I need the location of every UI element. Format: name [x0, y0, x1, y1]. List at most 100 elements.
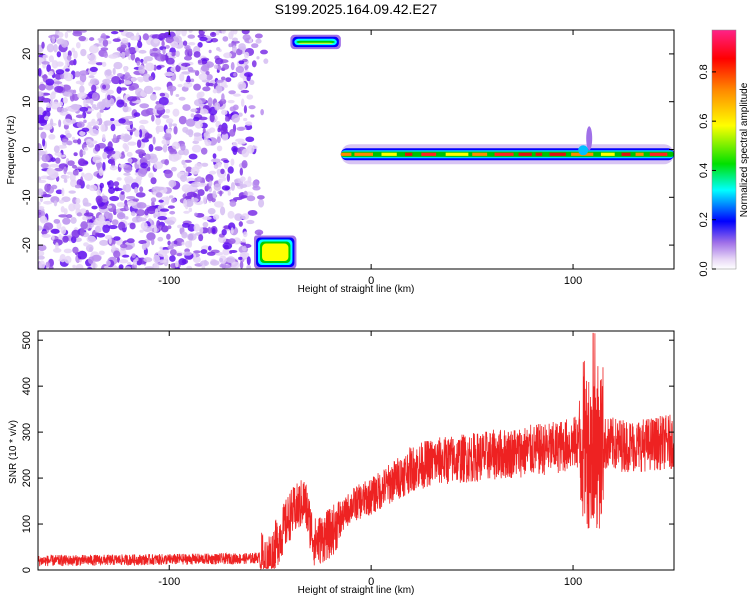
spectrogram-noise-cell: [246, 94, 254, 100]
spectrogram-noise-cell: [111, 244, 116, 251]
spectrogram-noise-cell: [139, 186, 144, 193]
spectrogram-noise-cell: [41, 41, 45, 49]
spectrogram-noise-cell: [58, 214, 68, 218]
spectrogram-noise-cell: [138, 49, 147, 54]
snr-xlabel: Height of straight line (km): [298, 585, 415, 596]
spectrogram-noise-cell: [154, 186, 165, 191]
spectrogram-noise-cell: [130, 211, 136, 217]
spectrogram-noise-cell: [246, 256, 251, 266]
spectrogram-noise-cell: [137, 168, 147, 178]
spectrogram-noise-cell: [116, 86, 122, 94]
spectrogram-noise-cell: [227, 191, 231, 196]
spectrogram-noise-cell: [190, 113, 195, 118]
snr-xtick-label: -100: [158, 576, 180, 588]
spectrogram-noise-cell: [71, 164, 78, 169]
spectrogram-noise-cell: [99, 109, 104, 113]
spectrogram-noise-cell: [229, 200, 237, 207]
spectrogram-noise-cell: [44, 183, 51, 193]
spectrogram-noise-cell: [70, 216, 77, 224]
spectrogram-xtick-label: -100: [158, 275, 180, 287]
spectrogram-noise-cell: [178, 258, 187, 266]
spectrogram-noise-cell: [83, 212, 94, 217]
spectrogram-noise-cell: [154, 104, 165, 111]
spectrogram-noise-cell: [246, 195, 256, 202]
spectrogram-noise-cell: [199, 36, 208, 42]
spectrogram-noise-cell: [159, 246, 163, 250]
spectrogram-noise-cell: [241, 213, 250, 220]
spectrogram-noise-cell: [221, 93, 225, 102]
spectrogram-noise-cell: [243, 105, 247, 114]
spectrogram-noise-cell: [42, 124, 53, 131]
spectrogram-noise-cell: [238, 43, 246, 51]
spectrogram-noise-cell: [241, 148, 250, 158]
spectrogram-noise-cell: [171, 51, 176, 57]
spectrogram-noise-cell: [256, 56, 260, 60]
spectrogram-noise-cell: [167, 205, 175, 209]
spectrogram-noise-cell: [119, 259, 129, 264]
spectrogram-noise-cell: [62, 97, 68, 104]
spectrogram-noise-cell: [113, 236, 121, 241]
spectrogram-noise-cell: [201, 264, 206, 269]
spectrogram-noise-cell: [113, 187, 123, 191]
spectrogram-noise-cell: [102, 151, 108, 160]
spectrogram-noise-cell: [197, 59, 202, 64]
spectrogram-noise-cell: [186, 265, 193, 269]
spectrogram-noise-cell: [88, 75, 95, 79]
spectrogram-noise-cell: [86, 235, 97, 243]
spectrogram-noise-cell: [73, 152, 78, 157]
spectrogram-noise-cell: [224, 116, 229, 122]
spectrogram-signal-segment: [549, 152, 566, 156]
spectrogram-noise-cell: [108, 212, 113, 222]
spectrogram-noise-cell: [193, 132, 202, 137]
spectrogram-noise-cell: [102, 84, 107, 90]
spectrogram-noise-cell: [236, 126, 246, 131]
spectrogram-noise-cell: [235, 65, 245, 74]
spectrogram-noise-cell: [171, 198, 176, 203]
spectrogram-noise-cell: [100, 47, 109, 51]
snr-xtick-label: 0: [368, 576, 374, 588]
spectrogram-noise-cell: [187, 233, 197, 241]
spectrogram-noise-cell: [241, 30, 250, 35]
spectrogram-noise-cell: [226, 256, 236, 264]
spectrogram-noise-cell: [126, 238, 135, 244]
spectrogram-noise-cell: [249, 79, 255, 86]
spectrogram-noise-cell: [68, 203, 76, 212]
spectrogram-noise-cell: [38, 67, 42, 77]
spectrogram-noise-cell: [221, 228, 227, 236]
spectrogram-noise-cell: [232, 104, 239, 111]
spectrogram-noise-cell: [153, 254, 160, 264]
spectrogram-noise-cell: [100, 124, 106, 132]
spectrogram-noise-cell: [228, 238, 236, 245]
spectrogram-noise-cell: [77, 138, 82, 145]
spectrogram-noise-cell: [120, 191, 125, 195]
spectrogram-xlabel: Height of straight line (km): [298, 284, 415, 295]
spectrogram-noise-cell: [232, 37, 238, 42]
spectrogram-noise-cell: [214, 102, 221, 111]
spectrogram-noise-cell: [238, 83, 244, 90]
spectrogram-noise-cell: [238, 256, 243, 260]
spectrogram-noise-cell: [240, 195, 248, 199]
spectrogram-noise-cell: [197, 189, 205, 196]
spectrogram-noise-cell: [106, 181, 111, 186]
spectrogram-noise-cell: [175, 30, 181, 36]
spectrogram-noise-cell: [41, 154, 50, 163]
spectrogram-noise-cell: [153, 86, 162, 91]
spectrogram-noise-cell: [79, 149, 84, 158]
colorbar-tick-label: 0.8: [698, 64, 710, 79]
spectrogram-noise-cell: [162, 144, 168, 153]
spectrogram-noise-cell: [156, 65, 162, 70]
spectrogram-noise-cell: [103, 52, 109, 58]
spectrogram-noise-cell: [68, 190, 76, 194]
spectrogram-noise-cell: [46, 64, 52, 73]
spectrogram-noise-cell: [230, 62, 235, 71]
spectrogram-noise-cell: [124, 266, 132, 269]
spectrogram-noise-cell: [167, 240, 171, 246]
spectrogram-noise-cell: [246, 264, 252, 269]
spectrogram-noise-cell: [43, 222, 54, 231]
spectrogram-noise-cell: [116, 202, 125, 208]
spectrogram-noise-cell: [186, 200, 194, 207]
spectrogram-noise-cell: [244, 65, 248, 72]
spectrogram-noise-cell: [51, 60, 59, 69]
spectrogram-noise-cell: [219, 190, 223, 197]
spectrogram-noise-cell: [38, 143, 42, 152]
